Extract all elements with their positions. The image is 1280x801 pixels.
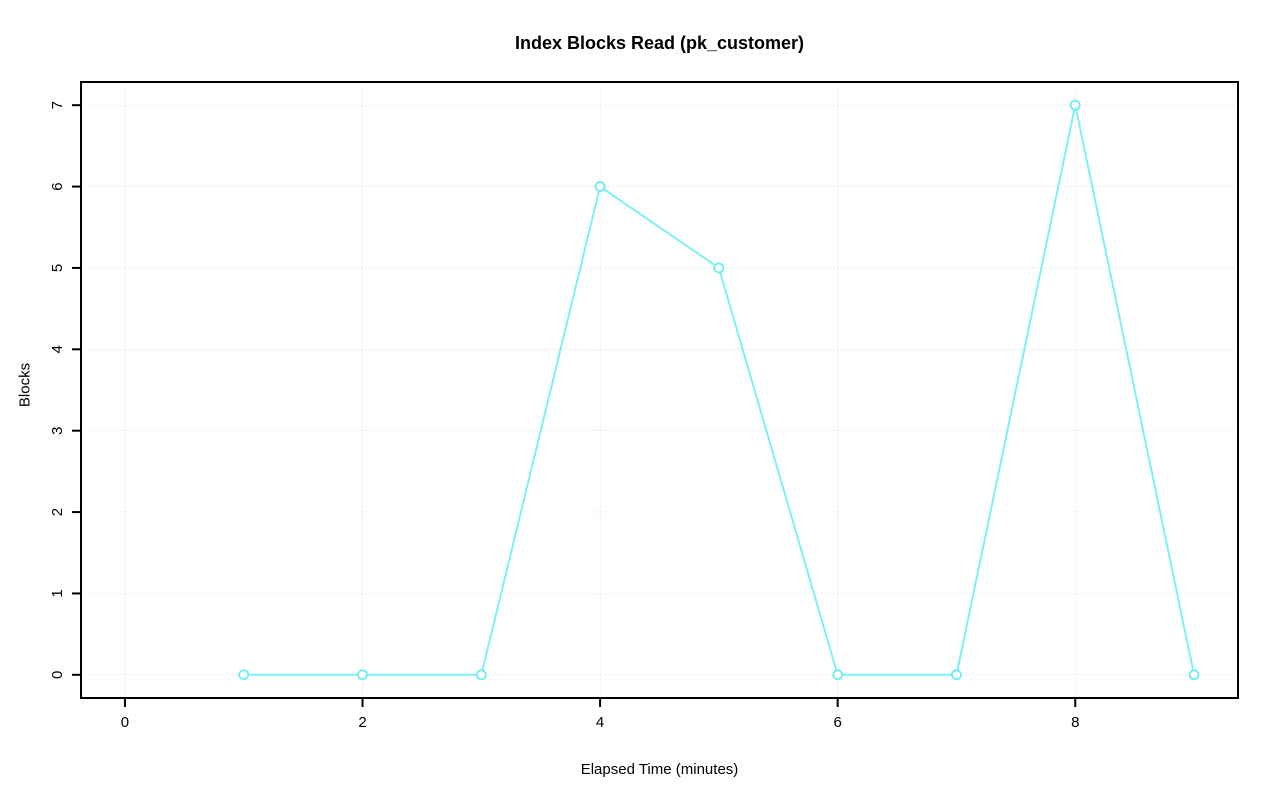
y-tick-label: 7 (49, 101, 66, 109)
data-point-marker (357, 669, 368, 681)
data-point-marker (951, 669, 962, 681)
data-point-marker (1069, 99, 1081, 111)
x-tick-label: 2 (358, 714, 366, 731)
data-point-marker (238, 669, 250, 681)
x-tick-label: 4 (596, 714, 604, 731)
chart-title: Index Blocks Read (pk_customer) (514, 33, 805, 53)
x-tick-label: 0 (121, 714, 129, 731)
y-tick-label: 1 (49, 589, 66, 597)
plot-border (80, 81, 1239, 699)
y-tick-label: 2 (49, 508, 66, 516)
data-point-marker (1188, 669, 1200, 681)
y-tick-label: 0 (49, 671, 66, 679)
y-tick-label: 4 (49, 345, 66, 353)
x-tick-label: 8 (1071, 714, 1079, 731)
data-point-marker (475, 669, 487, 681)
data-point-marker (594, 181, 606, 192)
y-tick-label: 6 (49, 182, 66, 190)
y-tick-label: 3 (49, 427, 66, 435)
y-axis-label: Blocks (16, 362, 34, 408)
data-point-marker (713, 262, 725, 274)
x-axis-label: Elapsed Time (minutes) (580, 761, 739, 778)
data-point-marker (832, 669, 844, 681)
series-line (242, 104, 1196, 676)
y-tick-label: 5 (49, 264, 66, 272)
x-tick-label: 6 (834, 714, 842, 731)
